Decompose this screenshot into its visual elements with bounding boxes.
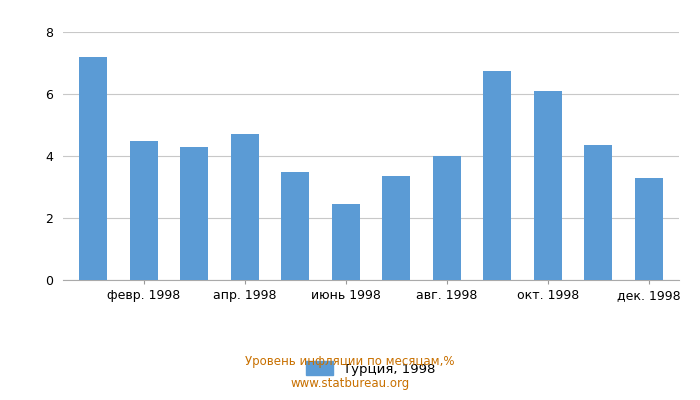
Bar <box>382 176 410 280</box>
Bar <box>332 204 360 280</box>
Bar <box>635 178 663 280</box>
Bar <box>483 71 511 280</box>
Bar <box>584 145 612 280</box>
Bar <box>433 156 461 280</box>
Bar <box>231 134 259 280</box>
Bar <box>79 57 107 280</box>
Text: Уровень инфляции по месяцам,%: Уровень инфляции по месяцам,% <box>245 356 455 368</box>
Bar <box>534 91 561 280</box>
Bar <box>281 172 309 280</box>
Text: www.statbureau.org: www.statbureau.org <box>290 378 410 390</box>
Bar <box>181 147 208 280</box>
Legend: Турция, 1998: Турция, 1998 <box>301 356 441 381</box>
Bar <box>130 140 158 280</box>
